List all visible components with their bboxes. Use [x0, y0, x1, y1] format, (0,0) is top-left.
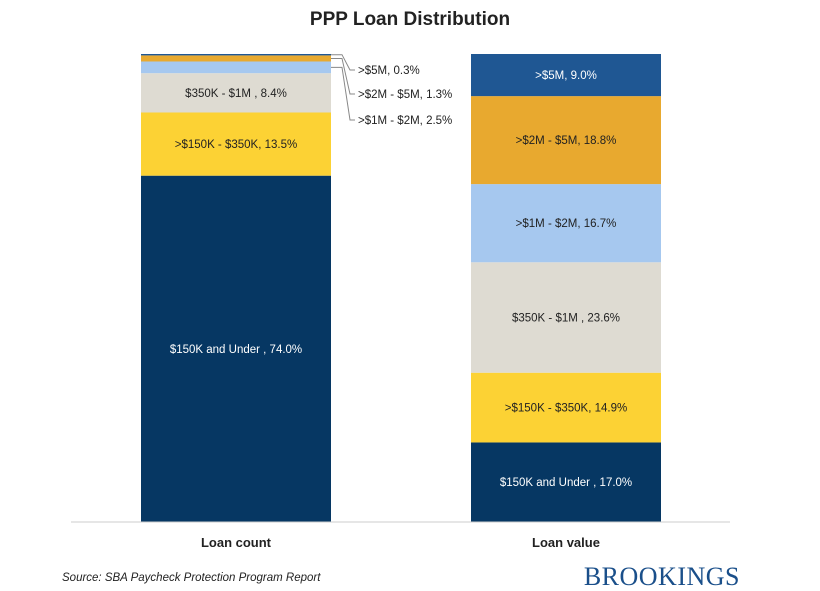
data-label-loan-count-150k-350k: >$150K - $350K, 13.5%: [175, 139, 297, 151]
bar-loan-value-350k-1m: [471, 262, 661, 373]
data-label-loan-value-5m: >$5M, 9.0%: [535, 70, 597, 82]
bar-loan-count-5m: [141, 54, 331, 56]
bar-loan-count-150k-350k: [141, 112, 331, 176]
brookings-logo: BROOKINGS: [584, 562, 740, 591]
callout-label-5m: >$5M, 0.3%: [358, 65, 420, 77]
bars-group: $150K and Under , 74.0% >$150K - $350K, 1…: [141, 54, 661, 522]
leader-line-2m-5m: [331, 57, 355, 95]
bar-loan-count-1m-2m: [141, 61, 331, 74]
bar-loan-value-5m: [471, 54, 661, 97]
bar-loan-value-2m-5m: [471, 96, 661, 185]
leader-line-1m-2m: [331, 66, 355, 121]
bar-loan-count-2m-5m: [141, 55, 331, 62]
data-label-loan-value-1m-2m: >$1M - $2M, 16.7%: [516, 218, 617, 230]
callout-label-1m-2m: >$1M - $2M, 2.5%: [358, 115, 452, 127]
data-label-loan-value-150k-and-under: $150K and Under , 17.0%: [500, 477, 632, 489]
bar-loan-count-350k-1m: [141, 73, 331, 113]
chart-title: PPP Loan Distribution: [310, 9, 510, 30]
bar-loan-value-150k-and-under: [471, 442, 661, 522]
data-label-loan-count-150k-and-under: $150K and Under , 74.0%: [170, 344, 302, 356]
category-label-loan-count: Loan count: [201, 535, 272, 550]
bar-loan-value-1m-2m: [471, 184, 661, 263]
leader-line-5m: [331, 54, 355, 71]
category-labels: Loan count Loan value: [201, 535, 600, 550]
callout-label-2m-5m: >$2M - $5M, 1.3%: [358, 89, 452, 101]
data-label-loan-value-150k-350k: >$150K - $350K, 14.9%: [505, 403, 627, 415]
data-label-loan-value-350k-1m: $350K - $1M , 23.6%: [512, 312, 620, 324]
source-note: Source: SBA Paycheck Protection Program …: [62, 572, 321, 584]
bar-loan-count-150k-and-under: [141, 175, 331, 522]
data-label-loan-count-350k-1m: $350K - $1M , 8.4%: [185, 88, 287, 100]
category-label-loan-value: Loan value: [532, 535, 600, 550]
bar-loan-value-150k-350k: [471, 372, 661, 443]
data-label-loan-value-2m-5m: >$2M - $5M, 18.8%: [516, 135, 617, 147]
callouts-group: >$5M, 0.3% >$2M - $5M, 1.3% >$1M - $2M, 2.…: [331, 54, 452, 127]
